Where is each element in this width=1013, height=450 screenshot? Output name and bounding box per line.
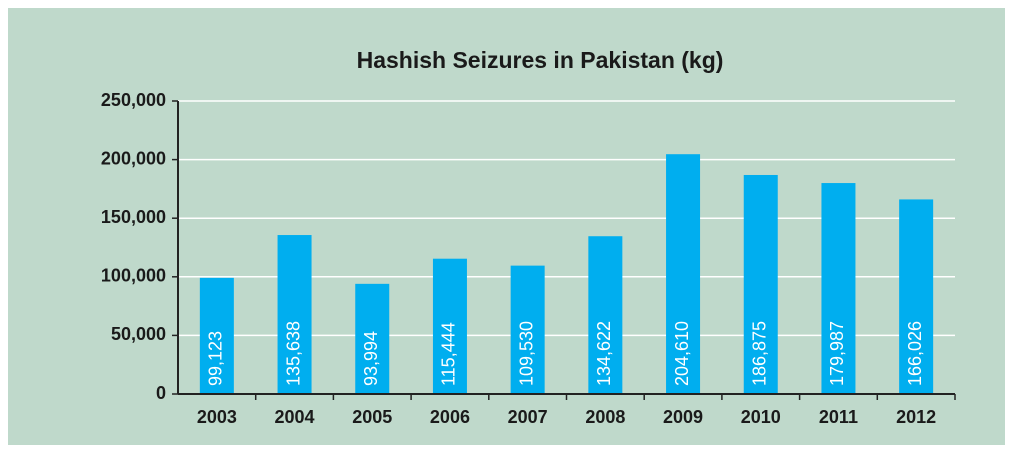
y-tick-label: 200,000 — [101, 148, 166, 168]
y-tick-label: 250,000 — [101, 90, 166, 110]
x-tick-label: 2005 — [352, 407, 392, 427]
y-tick-label: 100,000 — [101, 266, 166, 286]
bar — [432, 258, 467, 394]
data-label: 115,444 — [439, 322, 459, 386]
data-label: 134,622 — [594, 321, 614, 386]
x-tick-label: 2003 — [197, 407, 237, 427]
bar — [899, 199, 934, 394]
data-label: 93,994 — [361, 331, 381, 386]
y-tick-label: 0 — [156, 383, 166, 403]
bar — [588, 236, 623, 394]
bar — [666, 154, 701, 394]
x-tick-label: 2007 — [508, 407, 548, 427]
x-tick-label: 2008 — [585, 407, 625, 427]
x-tick-label: 2009 — [663, 407, 703, 427]
x-tick-label: 2004 — [275, 407, 315, 427]
data-label: 204,610 — [672, 321, 692, 386]
data-label: 109,530 — [516, 321, 536, 386]
data-label: 135,638 — [283, 321, 303, 386]
bar — [277, 235, 312, 394]
data-label: 99,123 — [206, 331, 226, 386]
y-tick-label: 150,000 — [101, 207, 166, 227]
data-label: 166,026 — [905, 321, 925, 386]
bar — [199, 277, 234, 394]
x-tick-label: 2012 — [896, 407, 936, 427]
bar — [743, 174, 778, 394]
x-tick-label: 2011 — [819, 407, 858, 427]
x-tick-label: 2006 — [430, 407, 470, 427]
bar — [355, 283, 390, 394]
chart-title: Hashish Seizures in Pakistan (kg) — [357, 47, 724, 73]
bar — [510, 265, 545, 394]
x-tick-label: 2010 — [741, 407, 781, 427]
bar — [821, 183, 856, 394]
y-tick-label: 50,000 — [111, 324, 166, 344]
data-label: 186,875 — [750, 321, 770, 386]
data-label: 179,987 — [827, 321, 847, 386]
